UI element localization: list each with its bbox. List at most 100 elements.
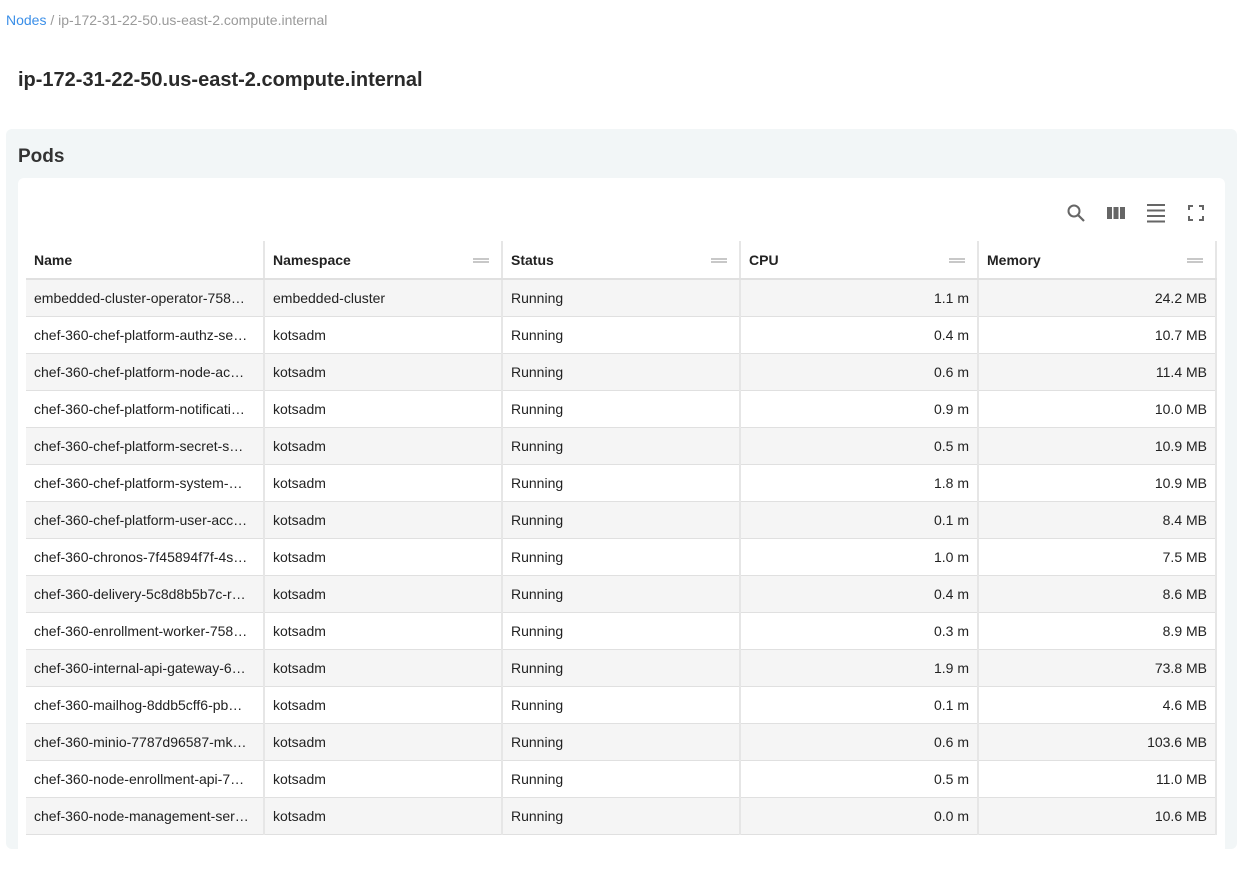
cell-namespace: kotsadm bbox=[264, 390, 503, 428]
cell-status: Running bbox=[502, 612, 741, 650]
cell-namespace: kotsadm bbox=[264, 575, 503, 613]
column-header-label: Status bbox=[511, 251, 554, 268]
table-row[interactable]: chef-360-chef-platform-node-ac… kotsadm Ru… bbox=[26, 353, 1217, 391]
table-row[interactable]: chef-360-chef-platform-authz-se… kotsadm R… bbox=[26, 316, 1217, 354]
table-row[interactable]: chef-360-chef-platform-secret-s… kotsadm R… bbox=[26, 427, 1217, 465]
table-row[interactable]: chef-360-node-enrollment-api-7… kotsadm Ru… bbox=[26, 760, 1217, 798]
cell-memory: 73.8 MB bbox=[978, 649, 1217, 687]
cell-name: chef-360-chef-platform-system-… bbox=[26, 464, 265, 502]
table-row[interactable]: chef-360-internal-api-gateway-6… kotsadm R… bbox=[26, 649, 1217, 687]
cell-cpu: 0.1 m bbox=[740, 501, 979, 539]
table-row[interactable]: chef-360-node-management-ser… kotsadm Runn… bbox=[26, 797, 1217, 835]
columns-icon[interactable] bbox=[1105, 202, 1127, 224]
column-header-memory[interactable]: Memory bbox=[978, 241, 1217, 280]
cell-cpu: 0.0 m bbox=[740, 797, 979, 835]
cell-name: chef-360-chef-platform-notificati… bbox=[26, 390, 265, 428]
cell-name: chef-360-internal-api-gateway-6… bbox=[26, 649, 265, 687]
breadcrumb-separator: / bbox=[50, 12, 55, 28]
cell-cpu: 1.9 m bbox=[740, 649, 979, 687]
cell-name: embedded-cluster-operator-758… bbox=[26, 279, 265, 317]
cell-status: Running bbox=[502, 353, 741, 391]
cell-memory: 11.0 MB bbox=[978, 760, 1217, 798]
drag-handle-icon[interactable] bbox=[711, 258, 727, 263]
density-icon[interactable] bbox=[1145, 202, 1167, 224]
cell-cpu: 1.1 m bbox=[740, 279, 979, 317]
table-row[interactable]: embedded-cluster-operator-758… embedded-c… bbox=[26, 279, 1217, 317]
cell-memory: 10.9 MB bbox=[978, 464, 1217, 502]
cell-namespace: kotsadm bbox=[264, 427, 503, 465]
cell-namespace: kotsadm bbox=[264, 353, 503, 391]
column-header-namespace[interactable]: Namespace bbox=[264, 241, 503, 280]
table-row[interactable]: chef-360-chef-platform-system-… kotsadm Ru… bbox=[26, 464, 1217, 502]
cell-memory: 103.6 MB bbox=[978, 723, 1217, 761]
cell-memory: 8.6 MB bbox=[978, 575, 1217, 613]
drag-handle-icon[interactable] bbox=[473, 258, 489, 263]
column-header-name[interactable]: Name bbox=[26, 241, 265, 280]
cell-status: Running bbox=[502, 797, 741, 835]
table-row[interactable]: chef-360-chef-platform-notificati… kotsad… bbox=[26, 390, 1217, 428]
cell-namespace: kotsadm bbox=[264, 316, 503, 354]
column-header-label: Namespace bbox=[273, 251, 351, 268]
breadcrumb: Nodes / ip-172-31-22-50.us-east-2.comput… bbox=[6, 12, 327, 28]
cell-status: Running bbox=[502, 760, 741, 798]
search-icon[interactable] bbox=[1065, 202, 1087, 224]
cell-status: Running bbox=[502, 427, 741, 465]
cell-cpu: 0.4 m bbox=[740, 575, 979, 613]
cell-cpu: 0.1 m bbox=[740, 686, 979, 724]
breadcrumb-nodes-link[interactable]: Nodes bbox=[6, 12, 47, 28]
cell-cpu: 0.6 m bbox=[740, 723, 979, 761]
column-header-label: Memory bbox=[987, 251, 1041, 268]
cell-cpu: 0.9 m bbox=[740, 390, 979, 428]
cell-namespace: kotsadm bbox=[264, 464, 503, 502]
cell-name: chef-360-minio-7787d96587-mk… bbox=[26, 723, 265, 761]
table-row[interactable]: chef-360-minio-7787d96587-mk… kotsadm Runn… bbox=[26, 723, 1217, 761]
table-row[interactable]: chef-360-chronos-7f45894f7f-4s… kotsadm Ru… bbox=[26, 538, 1217, 576]
cell-name: chef-360-delivery-5c8d8b5b7c-r… bbox=[26, 575, 265, 613]
cell-cpu: 0.5 m bbox=[740, 427, 979, 465]
cell-status: Running bbox=[502, 279, 741, 317]
drag-handle-icon[interactable] bbox=[1187, 258, 1203, 263]
section-title: Pods bbox=[18, 146, 65, 167]
cell-namespace: kotsadm bbox=[264, 686, 503, 724]
column-header-cpu[interactable]: CPU bbox=[740, 241, 979, 280]
cell-status: Running bbox=[502, 575, 741, 613]
cell-cpu: 0.5 m bbox=[740, 760, 979, 798]
cell-memory: 7.5 MB bbox=[978, 538, 1217, 576]
cell-namespace: kotsadm bbox=[264, 501, 503, 539]
cell-status: Running bbox=[502, 390, 741, 428]
drag-handle-icon[interactable] bbox=[949, 258, 965, 263]
table-row[interactable]: chef-360-chef-platform-user-acc… kotsadm R… bbox=[26, 501, 1217, 539]
cell-namespace: kotsadm bbox=[264, 797, 503, 835]
cell-status: Running bbox=[502, 723, 741, 761]
table-row[interactable]: chef-360-mailhog-8ddb5cff6-pb… kotsadm Run… bbox=[26, 686, 1217, 724]
cell-cpu: 0.3 m bbox=[740, 612, 979, 650]
fullscreen-icon[interactable] bbox=[1185, 202, 1207, 224]
cell-name: chef-360-chef-platform-node-ac… bbox=[26, 353, 265, 391]
breadcrumb-current: ip-172-31-22-50.us-east-2.compute.intern… bbox=[58, 12, 328, 28]
cell-status: Running bbox=[502, 649, 741, 687]
cell-status: Running bbox=[502, 538, 741, 576]
cell-memory: 11.4 MB bbox=[978, 353, 1217, 391]
cell-memory: 10.6 MB bbox=[978, 797, 1217, 835]
pods-panel: Pods Name Namespace Status CPU Memory embedd… bbox=[6, 129, 1237, 878]
cell-cpu: 1.0 m bbox=[740, 538, 979, 576]
cell-name: chef-360-enrollment-worker-758… bbox=[26, 612, 265, 650]
cell-name: chef-360-chef-platform-user-acc… bbox=[26, 501, 265, 539]
cell-memory: 8.4 MB bbox=[978, 501, 1217, 539]
column-header-label: CPU bbox=[749, 251, 779, 268]
cell-cpu: 0.4 m bbox=[740, 316, 979, 354]
cell-name: chef-360-chef-platform-authz-se… bbox=[26, 316, 265, 354]
cell-cpu: 1.8 m bbox=[740, 464, 979, 502]
cell-cpu: 0.6 m bbox=[740, 353, 979, 391]
cell-status: Running bbox=[502, 501, 741, 539]
table-toolbar bbox=[1065, 202, 1207, 224]
cell-name: chef-360-chronos-7f45894f7f-4s… bbox=[26, 538, 265, 576]
page-title: ip-172-31-22-50.us-east-2.compute.intern… bbox=[18, 69, 423, 91]
column-header-status[interactable]: Status bbox=[502, 241, 741, 280]
cell-memory: 10.7 MB bbox=[978, 316, 1217, 354]
table-row[interactable]: chef-360-enrollment-worker-758… kotsadm Ru… bbox=[26, 612, 1217, 650]
cell-name: chef-360-mailhog-8ddb5cff6-pb… bbox=[26, 686, 265, 724]
cell-namespace: kotsadm bbox=[264, 760, 503, 798]
table-row[interactable]: chef-360-delivery-5c8d8b5b7c-r… kotsadm Ru… bbox=[26, 575, 1217, 613]
cell-memory: 8.9 MB bbox=[978, 612, 1217, 650]
